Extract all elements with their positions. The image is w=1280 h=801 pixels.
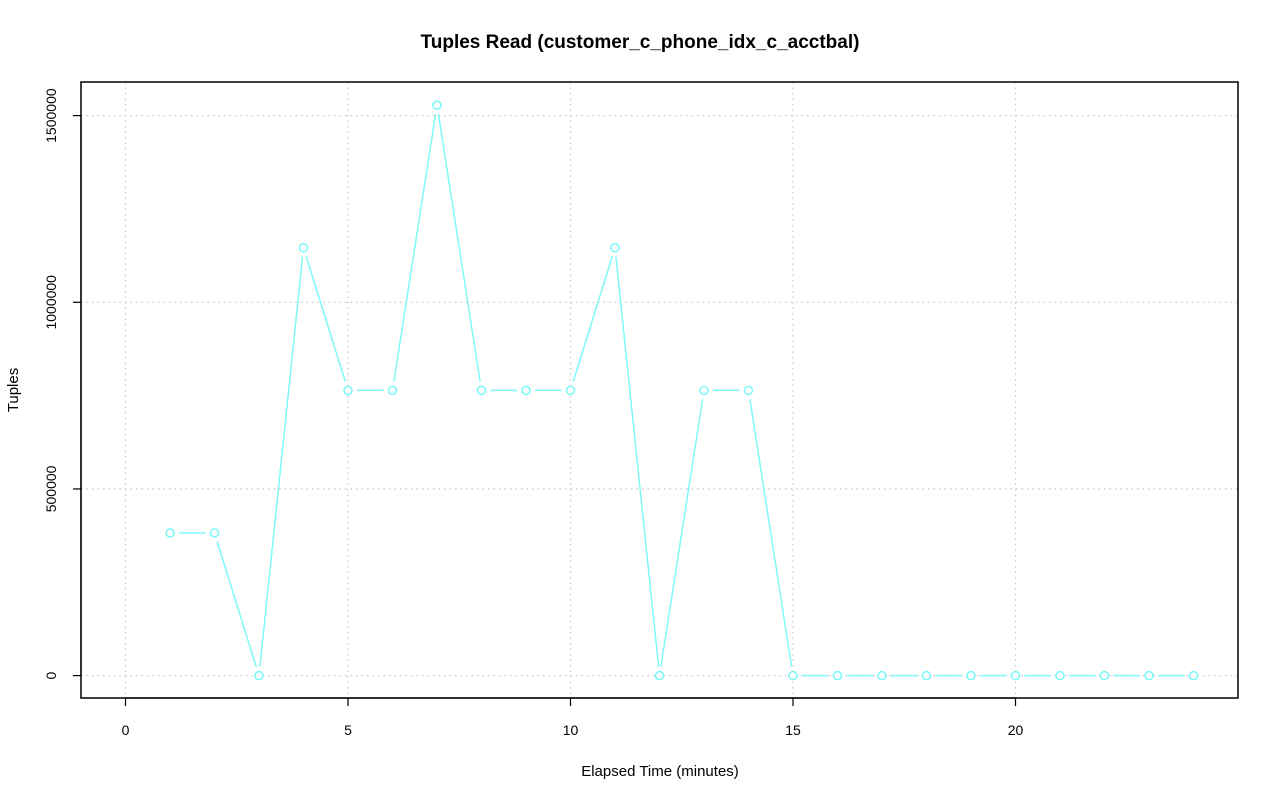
series-line-segment xyxy=(259,256,304,667)
x-tick-label: 10 xyxy=(563,722,579,738)
y-tick-label: 500000 xyxy=(43,465,59,512)
chart-title: Tuples Read (customer_c_phone_idx_c_acct… xyxy=(421,32,860,53)
x-tick-label: 20 xyxy=(1008,722,1024,738)
data-point xyxy=(343,385,353,396)
data-point xyxy=(476,385,487,396)
data-point xyxy=(1010,670,1021,681)
series-line-segment xyxy=(572,256,614,383)
data-point xyxy=(432,100,442,110)
x-axis: 0 5 10 15 20 xyxy=(122,697,1024,738)
x-tick-label: 0 xyxy=(122,722,130,738)
series-line-segment xyxy=(660,399,704,667)
series-line-segment xyxy=(749,399,793,667)
x-axis-label: Elapsed Time (minutes) xyxy=(581,763,739,780)
grid-lines xyxy=(81,82,1238,698)
y-axis-label: Tuples xyxy=(5,368,22,412)
data-point xyxy=(832,670,843,681)
series-line-segment xyxy=(216,541,258,668)
plot-area-frame xyxy=(80,81,1239,699)
x-tick-label: 15 xyxy=(785,722,801,738)
data-point xyxy=(788,670,798,681)
y-tick-label: 0 xyxy=(43,671,59,679)
data-point xyxy=(654,670,665,681)
y-axis: 0 500000 1000000 1500000 xyxy=(43,88,82,679)
series-layer xyxy=(165,100,1199,681)
x-tick-label: 5 xyxy=(344,722,352,738)
data-point xyxy=(565,385,576,396)
y-tick-label: 1500000 xyxy=(43,88,59,143)
data-point xyxy=(298,242,309,253)
data-point xyxy=(699,385,709,396)
series-line-segment xyxy=(393,113,437,382)
data-point xyxy=(165,528,175,538)
series-line-segment xyxy=(615,256,660,667)
data-point xyxy=(1099,670,1110,681)
data-point xyxy=(521,385,531,396)
y-tick-label: 1000000 xyxy=(43,275,59,330)
data-point xyxy=(209,528,220,538)
data-point xyxy=(610,242,620,253)
data-point xyxy=(921,670,932,681)
data-point xyxy=(877,670,887,681)
data-point xyxy=(387,385,398,396)
data-point xyxy=(743,385,754,396)
series-line-segment xyxy=(437,113,481,382)
data-point xyxy=(1188,670,1199,681)
data-point xyxy=(1055,670,1065,681)
series-line-segment xyxy=(305,256,347,383)
data-point xyxy=(966,670,976,681)
data-point xyxy=(1144,670,1154,681)
data-point xyxy=(254,670,264,681)
